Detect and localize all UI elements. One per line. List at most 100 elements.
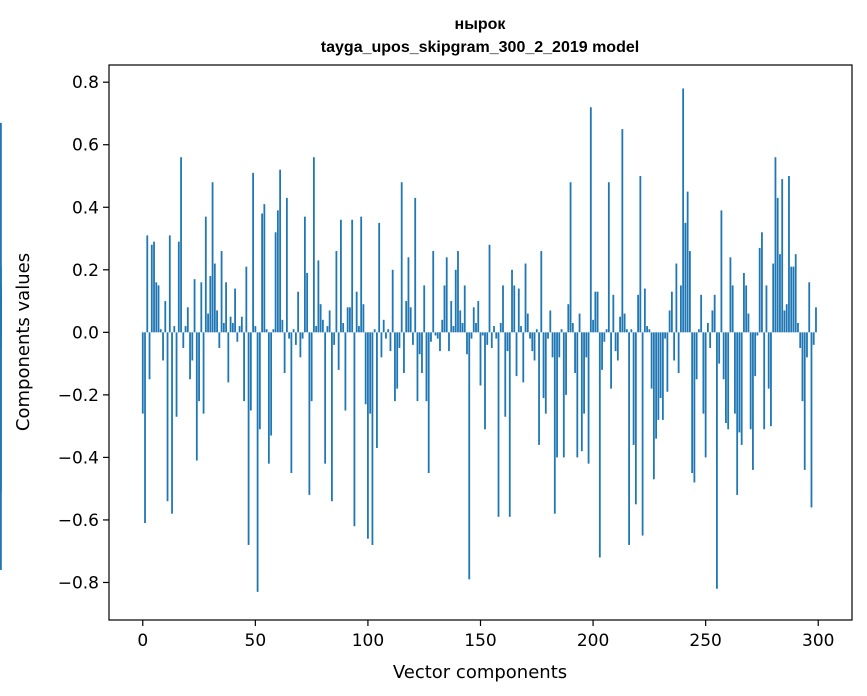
bar-119 bbox=[409, 307, 412, 333]
bar-106 bbox=[380, 332, 383, 358]
bar-16 bbox=[177, 241, 180, 333]
bar-139 bbox=[454, 269, 457, 333]
bar-62 bbox=[281, 319, 284, 333]
bar-172 bbox=[529, 332, 531, 339]
bar-93 bbox=[351, 219, 354, 333]
x-axis: 0 50 100 150 200 250 300 bbox=[137, 620, 834, 651]
bar-210 bbox=[614, 332, 617, 352]
bar-81 bbox=[324, 332, 327, 464]
bar-194 bbox=[578, 313, 581, 333]
bar-233 bbox=[666, 332, 669, 392]
bar-117 bbox=[405, 301, 408, 333]
bar-84 bbox=[331, 332, 333, 502]
bar-248 bbox=[700, 294, 703, 333]
bar-191 bbox=[571, 322, 574, 333]
bar-225 bbox=[648, 329, 651, 333]
bar-undefined bbox=[0, 266, 2, 333]
x-axis-label: Vector components bbox=[393, 662, 567, 683]
bar-212 bbox=[619, 316, 621, 333]
bar-137 bbox=[450, 301, 453, 333]
bar-277 bbox=[765, 285, 768, 333]
bar-261 bbox=[729, 257, 732, 333]
bar-60 bbox=[276, 210, 279, 333]
bar-221 bbox=[639, 176, 642, 333]
bar-193 bbox=[576, 332, 579, 458]
bar-222 bbox=[641, 332, 644, 536]
bar-40 bbox=[231, 322, 234, 333]
bar-82 bbox=[326, 326, 329, 333]
bar-291 bbox=[797, 322, 799, 333]
bar-284 bbox=[781, 179, 784, 333]
bar-174 bbox=[533, 332, 536, 361]
bar-168 bbox=[520, 326, 522, 333]
x-tick-label-50: 50 bbox=[245, 631, 267, 651]
bar-293 bbox=[801, 332, 804, 402]
bar-109 bbox=[387, 329, 390, 333]
bar-282 bbox=[776, 197, 779, 333]
bar-298 bbox=[812, 332, 815, 345]
bar-289 bbox=[792, 266, 795, 333]
bar-208 bbox=[610, 332, 612, 389]
bar-236 bbox=[673, 332, 676, 361]
bar-143 bbox=[463, 285, 466, 333]
bar-251 bbox=[707, 322, 709, 333]
bar-134 bbox=[443, 285, 446, 333]
bar-270 bbox=[749, 332, 752, 430]
bar-99 bbox=[364, 332, 367, 405]
x-tick-label-250: 250 bbox=[689, 631, 721, 651]
bar-294 bbox=[803, 332, 806, 470]
bar-86 bbox=[335, 251, 338, 333]
bar-273 bbox=[756, 332, 759, 336]
bar-197 bbox=[585, 332, 588, 358]
bar-250 bbox=[704, 332, 707, 458]
bar-279 bbox=[770, 332, 772, 427]
x-tick-label-200: 200 bbox=[577, 631, 609, 651]
bar-27 bbox=[202, 332, 205, 414]
bar-170 bbox=[524, 263, 527, 333]
bar-14 bbox=[173, 326, 176, 333]
bar-264 bbox=[736, 332, 739, 495]
bar-2 bbox=[146, 235, 149, 333]
bar-17 bbox=[180, 157, 182, 333]
chart-title: нырок bbox=[455, 16, 507, 33]
bar-46 bbox=[245, 266, 248, 333]
y-axis-label: Components values bbox=[13, 253, 34, 431]
bar-28 bbox=[204, 216, 207, 333]
bar-13 bbox=[171, 332, 173, 514]
bar-92 bbox=[349, 307, 351, 333]
bar-64 bbox=[285, 197, 288, 333]
bar-52 bbox=[258, 332, 261, 430]
bar-58 bbox=[272, 329, 275, 333]
bar-72 bbox=[303, 216, 306, 333]
bar-274 bbox=[758, 247, 761, 333]
bar-229 bbox=[657, 332, 660, 420]
bar-169 bbox=[522, 332, 525, 383]
bar-152 bbox=[484, 332, 486, 430]
bar-239 bbox=[679, 285, 682, 333]
bar-136 bbox=[448, 332, 450, 352]
bar-63 bbox=[283, 332, 286, 373]
bar-undefined bbox=[0, 122, 2, 333]
bar-25 bbox=[198, 332, 200, 402]
bar-19 bbox=[184, 326, 187, 333]
bar-268 bbox=[745, 285, 748, 333]
bars-group bbox=[0, 88, 817, 592]
bar-135 bbox=[445, 257, 448, 333]
bar-141 bbox=[459, 310, 462, 333]
bar-224 bbox=[646, 326, 649, 333]
bar-1 bbox=[144, 332, 146, 524]
bar-104 bbox=[376, 332, 378, 449]
bar-281 bbox=[774, 157, 777, 333]
bar-171 bbox=[526, 313, 529, 333]
bar-161 bbox=[504, 332, 507, 417]
bar-205 bbox=[603, 332, 606, 342]
bar-286 bbox=[785, 304, 788, 333]
bar-232 bbox=[664, 332, 667, 339]
bar-255 bbox=[716, 332, 718, 589]
bar-57 bbox=[270, 332, 273, 436]
bar-127 bbox=[427, 332, 430, 474]
bar-131 bbox=[436, 332, 439, 339]
bar-140 bbox=[457, 251, 459, 333]
bar-44 bbox=[240, 316, 243, 333]
